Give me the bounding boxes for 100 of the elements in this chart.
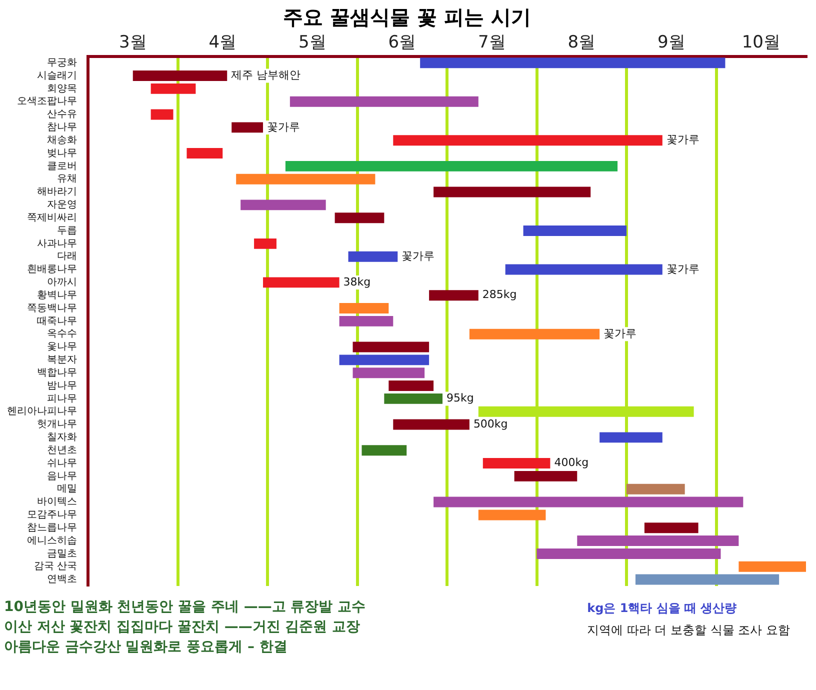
annotation: 꽃가루 (666, 262, 700, 276)
bar (254, 238, 276, 249)
annotation: 400kg (554, 456, 589, 470)
bar (384, 393, 443, 404)
bar (240, 200, 326, 210)
y-tick-label: 옥수수 (47, 328, 77, 340)
annotation: 제주 남부해안 (231, 68, 301, 82)
y-tick-label: 해바라기 (37, 186, 77, 198)
y-tick-label: 피나무 (47, 393, 77, 404)
annotation: 500kg (473, 417, 508, 430)
bar (469, 328, 600, 340)
bar (738, 561, 806, 572)
y-tick-label: 다래 (57, 251, 77, 262)
y-tick-label: 사과나무 (37, 238, 77, 250)
y-tick-label: 회양목 (47, 83, 77, 94)
bar (388, 380, 434, 392)
y-tick-label: 황벽나무 (37, 290, 77, 301)
bar (150, 109, 174, 120)
y-tick-label: 금밀초 (47, 548, 77, 560)
bar (263, 277, 340, 288)
y-tick-label: 자운영 (47, 200, 77, 211)
bar (393, 419, 470, 430)
y-tick-label: 참나무 (47, 122, 77, 134)
y-tick-label: 바이텍스 (37, 496, 77, 508)
annotation: 285kg (482, 288, 517, 302)
y-tick-label: 두릅 (57, 225, 77, 236)
bar (132, 70, 228, 82)
text: 아름다운 금수강산 밀원화로 풍요롭게 – 한결 (4, 638, 288, 657)
y-tick-label: 천년초 (47, 444, 77, 456)
y-tick-label: 쉬나무 (47, 458, 77, 469)
y-tick-label: 쪽동백나무 (27, 302, 77, 314)
x-tick-label: 7월 (478, 32, 506, 53)
y-tick-label: 헨리아나피나무 (7, 406, 77, 418)
bar (339, 354, 430, 366)
bar (352, 342, 430, 352)
bar (285, 160, 618, 172)
text: 이산 저산 꽃잔치 집집마다 꿀잔치 ——거진 김준원 교장 (4, 618, 362, 637)
text: 10년동안 밀원화 천년동안 꿀을 주네 ——고 류장발 교수 (4, 598, 366, 617)
bar (635, 574, 780, 585)
x-tick-label: 8월 (568, 32, 596, 53)
y-tick-label: 흰배롱나무 (27, 264, 77, 276)
y-tick-label: 때죽나무 (37, 316, 77, 327)
bar (150, 83, 196, 94)
x-tick-label: 5월 (298, 32, 326, 53)
y-tick-label: 쪽제비싸리 (27, 212, 77, 224)
text: 지역에 따라 더 보충할 식물 조사 요함 (587, 622, 790, 639)
bar (577, 536, 739, 546)
y-tick-label: 참느릅나무 (27, 522, 77, 534)
y-tick-label: 감국 산국 (34, 561, 77, 572)
bar (352, 368, 425, 378)
bar (334, 212, 384, 224)
y-tick-label: 백합나무 (37, 367, 77, 378)
bar (232, 122, 264, 133)
y-tick-label: 밤나무 (47, 380, 77, 392)
bar (236, 174, 376, 184)
y-tick-label: 채송화 (47, 134, 77, 146)
x-tick-label: 10월 (742, 32, 780, 53)
bar (420, 58, 726, 68)
y-tick-label: 오색조팝나무 (17, 96, 77, 108)
bar (339, 303, 389, 314)
y-tick-label: 벚나무 (47, 148, 77, 159)
bar (186, 148, 223, 159)
bar (600, 432, 662, 443)
y-tick-label: 메밀 (57, 484, 77, 495)
bar (339, 316, 394, 326)
y-tick-label: 모감주나무 (27, 510, 77, 521)
annotation: 95kg (446, 392, 474, 405)
y-tick-label: 시슬래기 (37, 70, 77, 82)
bar (536, 548, 721, 559)
y-tick-label: 음나무 (47, 470, 77, 482)
bar (505, 264, 662, 275)
y-tick-label: 아까시 (47, 277, 77, 288)
bar (644, 522, 698, 534)
bar (523, 226, 626, 236)
y-tick-label: 에니스히솝 (27, 535, 77, 546)
x-tick-label: 9월 (657, 32, 686, 53)
y-tick-label: 칠자화 (47, 432, 77, 444)
chart-title: 주요 꿀샘식물 꽃 피는 시기 (282, 4, 532, 30)
bar (514, 470, 578, 482)
x-tick-label: 4월 (208, 32, 237, 53)
bar (362, 445, 407, 456)
y-tick-label: 유채 (57, 174, 77, 185)
y-tick-label: 산수유 (47, 109, 77, 120)
bar (393, 135, 662, 146)
text: kg은 1핵타 심을 때 생산량 (587, 600, 738, 617)
bar (434, 186, 591, 198)
annotation: 꽃가루 (267, 120, 300, 134)
bar (626, 484, 685, 494)
bar (290, 96, 478, 107)
annotation: 꽃가루 (666, 133, 700, 146)
y-tick-label: 복분자 (47, 354, 77, 366)
y-tick-label: 무궁화 (47, 57, 77, 68)
y-tick-label: 연백초 (47, 574, 77, 586)
bar (434, 496, 744, 508)
annotation: 꽃가루 (604, 326, 637, 340)
y-tick-label: 클로버 (47, 160, 77, 172)
bar (478, 510, 546, 520)
annotation: 꽃가루 (402, 249, 435, 262)
x-tick-label: 6월 (388, 32, 416, 53)
bar (482, 458, 550, 469)
